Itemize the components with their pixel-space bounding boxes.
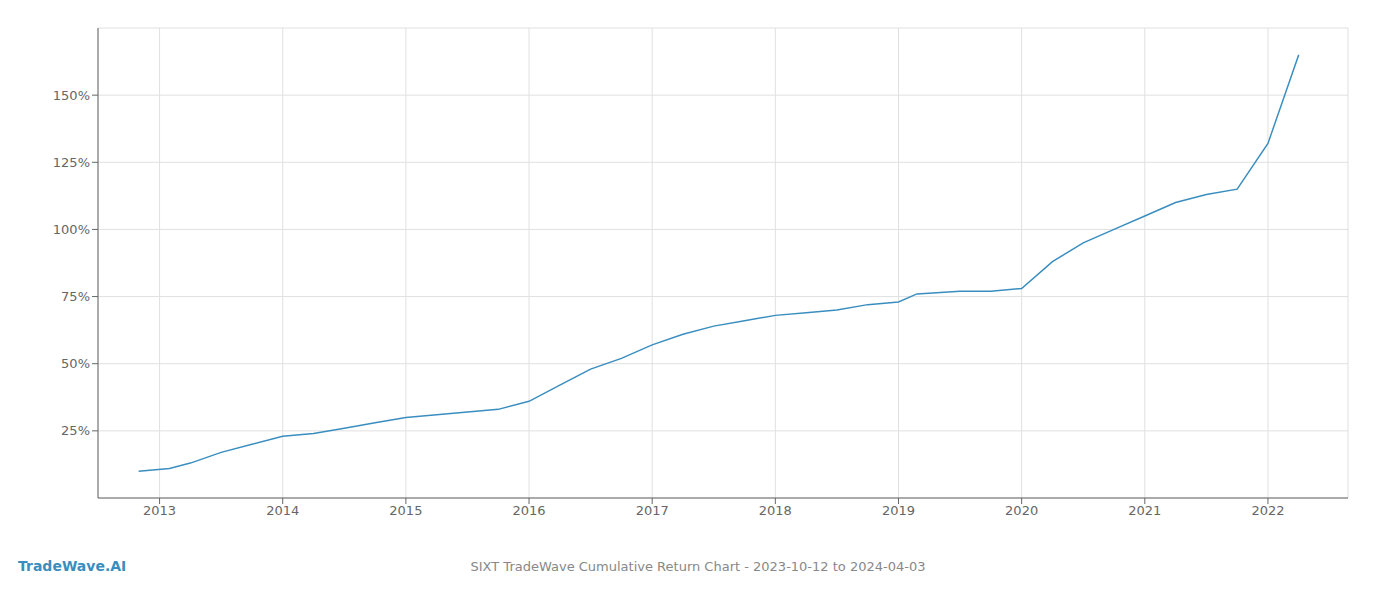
svg-text:2016: 2016 [512,503,545,518]
svg-text:25%: 25% [61,423,90,438]
svg-text:2014: 2014 [266,503,299,518]
svg-text:150%: 150% [53,88,90,103]
svg-text:2018: 2018 [759,503,792,518]
svg-text:100%: 100% [53,222,90,237]
svg-text:2017: 2017 [636,503,669,518]
svg-text:125%: 125% [53,155,90,170]
svg-text:50%: 50% [61,356,90,371]
html-text:SIXT TradeWave Cumulative Retu: SIXT TradeWave Cumulative Return Chart -… [470,558,926,574]
svg-text:75%: 75% [61,289,90,304]
html-text:TradeWave.AI: TradeWave.AI [18,558,127,574]
svg-text:2020: 2020 [1005,503,1038,518]
svg-text:2015: 2015 [389,503,422,518]
svg-text:2022: 2022 [1251,503,1284,518]
svg-text:2021: 2021 [1128,503,1161,518]
svg-text:2013: 2013 [143,503,176,518]
svg-text:2019: 2019 [882,503,915,518]
